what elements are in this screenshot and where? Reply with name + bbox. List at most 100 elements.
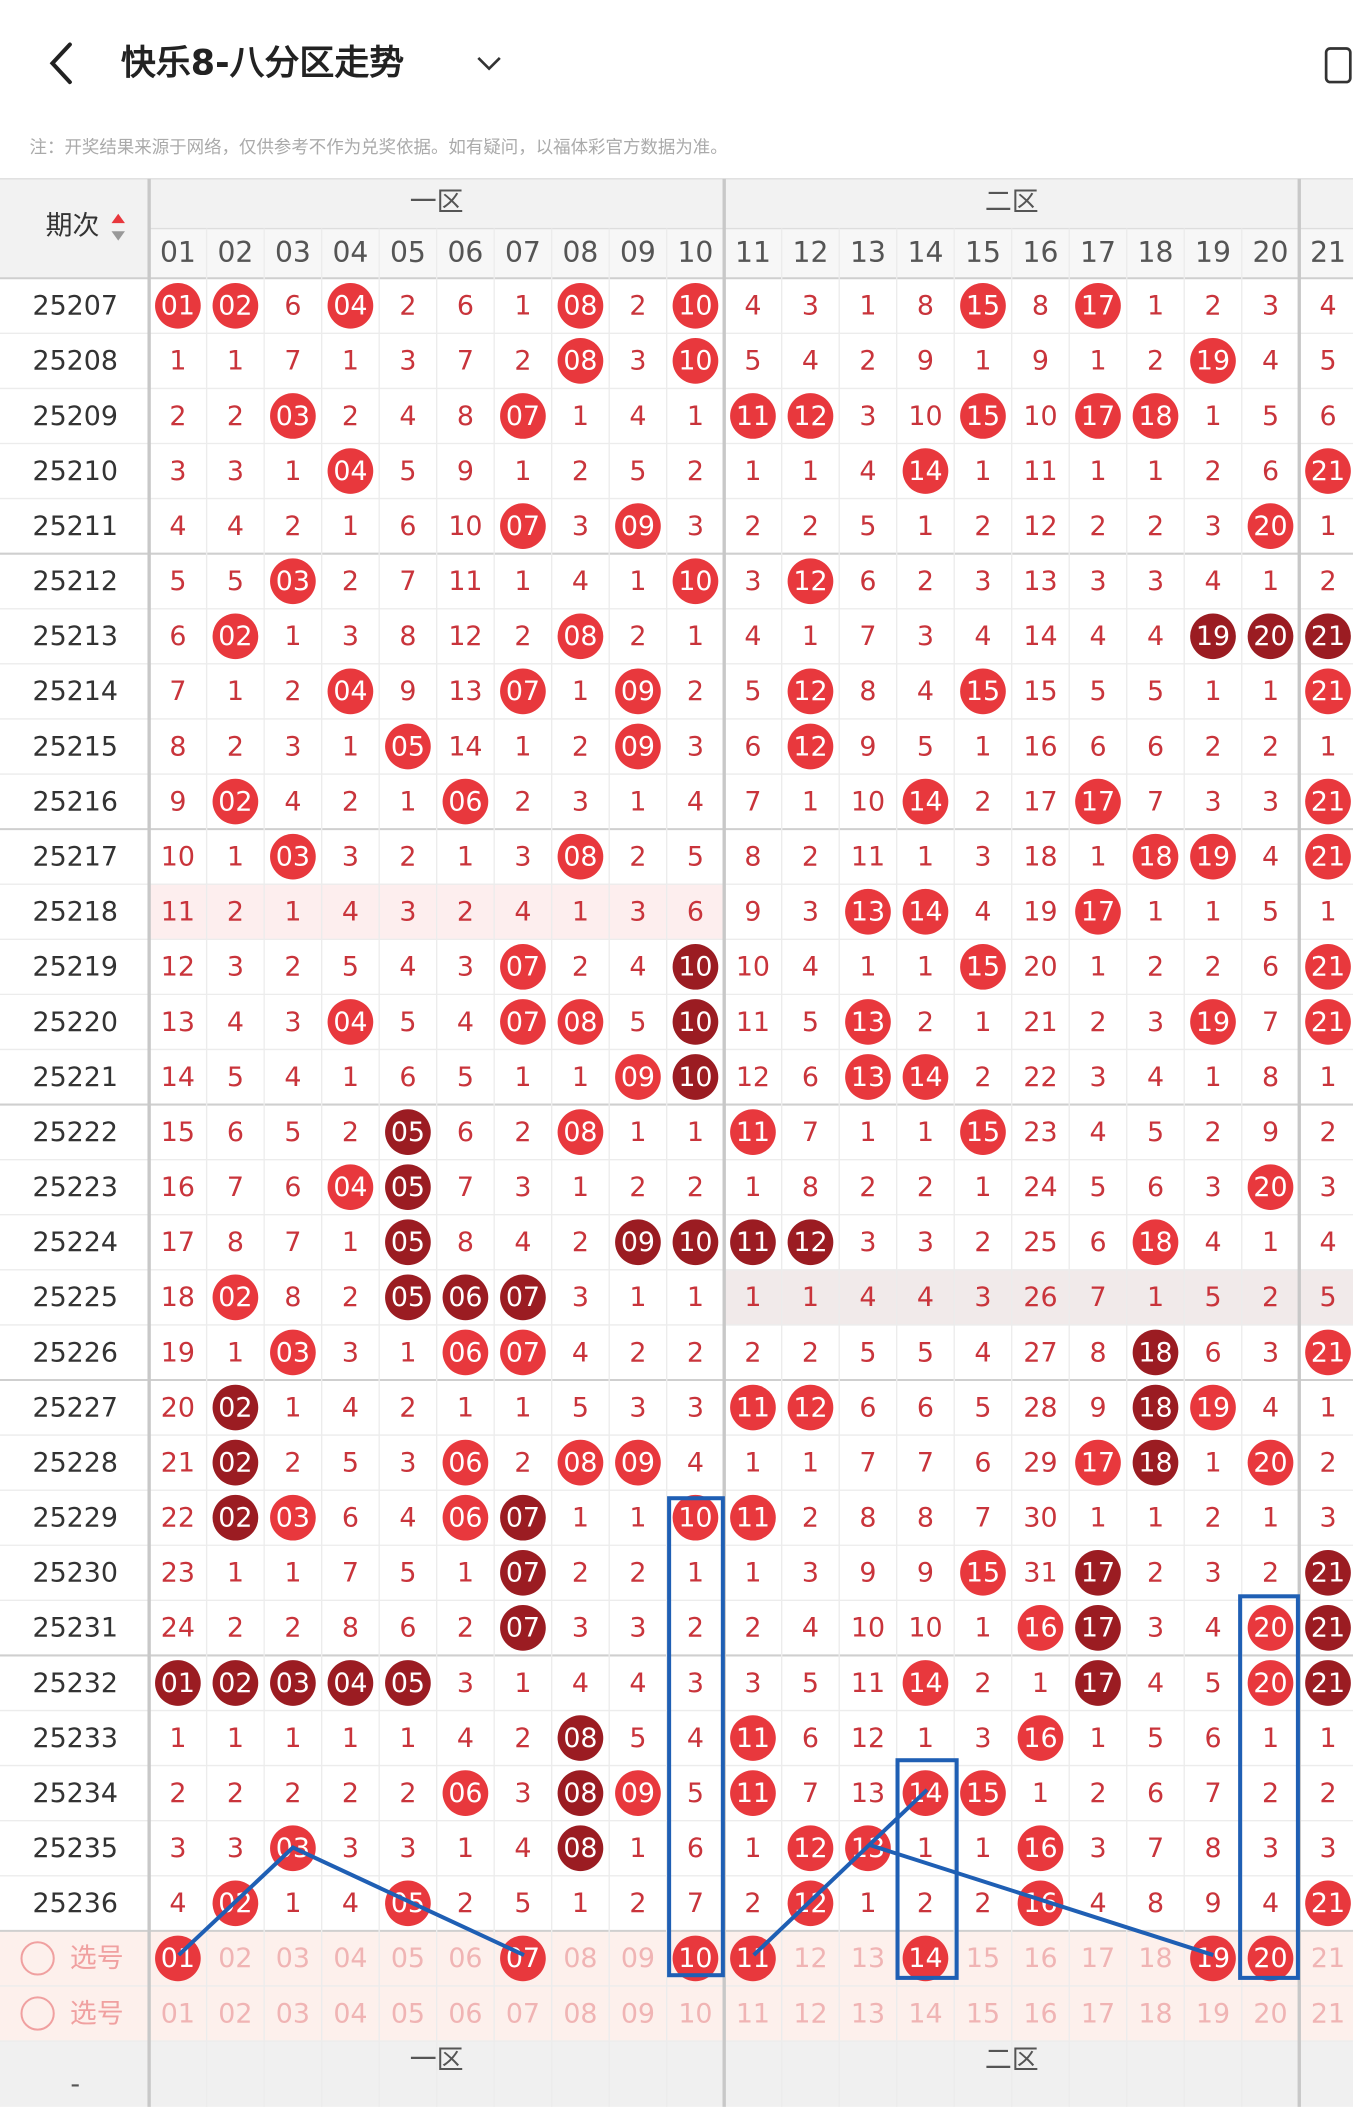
miss-count: 3 xyxy=(974,842,991,873)
number-ball xyxy=(672,943,719,990)
number-ball xyxy=(615,1054,661,1100)
miss-count: 11 xyxy=(448,566,482,597)
miss-count: 4 xyxy=(342,897,359,928)
ball-number: 04 xyxy=(333,1668,367,1699)
miss-count: 1 xyxy=(917,1833,934,1864)
ball-number: 18 xyxy=(1138,1447,1172,1478)
select-checkbox[interactable] xyxy=(20,1941,55,1976)
number-ball xyxy=(672,1494,719,1541)
miss-count: 6 xyxy=(399,1613,416,1644)
miss-count: 6 xyxy=(974,1447,991,1478)
miss-count: 4 xyxy=(629,401,646,432)
miss-count: 7 xyxy=(1262,1007,1279,1038)
zone-label: 二区 xyxy=(985,187,1039,218)
miss-count: 2 xyxy=(1262,1778,1279,1809)
miss-count: 9 xyxy=(1262,1117,1279,1148)
miss-count: 8 xyxy=(227,1227,244,1258)
period: 25207 xyxy=(33,291,118,322)
miss-count: 2 xyxy=(169,1778,186,1809)
miss-count: 7 xyxy=(687,1888,704,1919)
number-ball xyxy=(1305,943,1351,990)
miss-count: 1 xyxy=(514,1668,531,1699)
miss-count: 2 xyxy=(514,621,531,652)
ball-number: 09 xyxy=(621,676,655,707)
miss-count: 4 xyxy=(687,1447,704,1478)
ball-number: 14 xyxy=(908,786,942,817)
miss-count: 2 xyxy=(514,346,531,377)
miss-count: 5 xyxy=(917,1337,934,1368)
period: 25223 xyxy=(33,1172,118,1203)
miss-count: 5 xyxy=(342,1447,359,1478)
miss-count: 10 xyxy=(851,786,885,817)
miss-count: 6 xyxy=(1262,952,1279,983)
miss-count: 4 xyxy=(342,1888,359,1919)
number-ball xyxy=(1247,1605,1294,1651)
miss-count: 10 xyxy=(908,401,942,432)
miss-count: 2 xyxy=(1319,1447,1336,1478)
ball-number: 14 xyxy=(908,1062,942,1093)
period: 25236 xyxy=(33,1888,118,1919)
miss-count: 4 xyxy=(284,786,301,817)
ball-number: 17 xyxy=(1081,1558,1115,1589)
miss-count: 8 xyxy=(859,676,876,707)
miss-count: 8 xyxy=(399,621,416,652)
ball-number: 07 xyxy=(506,1282,540,1313)
miss-count: 1 xyxy=(1147,897,1164,928)
miss-count: 30 xyxy=(1023,1503,1057,1534)
period: 25210 xyxy=(33,456,118,487)
number-ball xyxy=(1247,1660,1294,1706)
ball-number: 21 xyxy=(1311,1888,1345,1919)
miss-count: 2 xyxy=(1089,511,1106,542)
miss-count: 5 xyxy=(399,1558,416,1589)
miss-count: 1 xyxy=(399,1337,416,1368)
miss-count: 1 xyxy=(1089,346,1106,377)
miss-count: 1 xyxy=(572,897,589,928)
miss-count: 4 xyxy=(1262,1888,1279,1919)
miss-count: 1 xyxy=(1204,1062,1221,1093)
ball-number: 20 xyxy=(1253,1943,1287,1974)
number-ball xyxy=(1190,1935,1236,1982)
ball-number: 16 xyxy=(1023,1723,1057,1754)
miss-count: 5 xyxy=(1089,676,1106,707)
ball-number: 19 xyxy=(1196,842,1230,873)
miss-count: 09 xyxy=(621,1943,655,1974)
miss-count: 2 xyxy=(1204,952,1221,983)
miss-count: 2 xyxy=(1204,291,1221,322)
miss-count: 2 xyxy=(1319,1117,1336,1148)
miss-count: 10 xyxy=(851,1613,885,1644)
back-button[interactable] xyxy=(49,42,72,85)
miss-count: 07 xyxy=(506,1998,540,2029)
number-ball xyxy=(442,1439,489,1486)
miss-count: 3 xyxy=(342,621,359,652)
miss-count: 6 xyxy=(1204,1337,1221,1368)
number-ball xyxy=(385,1274,431,1321)
miss-count: 4 xyxy=(514,1833,531,1864)
miss-count: 2 xyxy=(514,1723,531,1754)
ball-number: 05 xyxy=(391,1117,425,1148)
ball-number: 08 xyxy=(563,1007,597,1038)
ball-number: 03 xyxy=(276,842,310,873)
miss-count: 1 xyxy=(974,1007,991,1038)
miss-count: 9 xyxy=(859,731,876,762)
period: 25232 xyxy=(33,1668,118,1699)
miss-count: 4 xyxy=(1147,1062,1164,1093)
ball-number: 08 xyxy=(563,621,597,652)
title-dropdown[interactable] xyxy=(477,56,501,71)
miss-count: 1 xyxy=(859,952,876,983)
miss-count: 5 xyxy=(1262,401,1279,432)
miss-count: 4 xyxy=(572,1337,589,1368)
miss-count: 3 xyxy=(1089,1062,1106,1093)
miss-count: 5 xyxy=(687,842,704,873)
number-ball xyxy=(1305,1605,1351,1651)
miss-count: 3 xyxy=(399,1447,416,1478)
ball-number: 14 xyxy=(908,1943,942,1974)
miss-count: 18 xyxy=(161,1282,195,1313)
miss-count: 1 xyxy=(284,1723,301,1754)
select-checkbox[interactable] xyxy=(20,1996,55,2031)
miss-count: 4 xyxy=(744,291,761,322)
miss-count: 1 xyxy=(744,1558,761,1589)
miss-count: 1 xyxy=(514,731,531,762)
ball-number: 07 xyxy=(506,952,540,983)
miss-count: 2 xyxy=(342,1282,359,1313)
device-icon[interactable] xyxy=(1324,47,1352,84)
